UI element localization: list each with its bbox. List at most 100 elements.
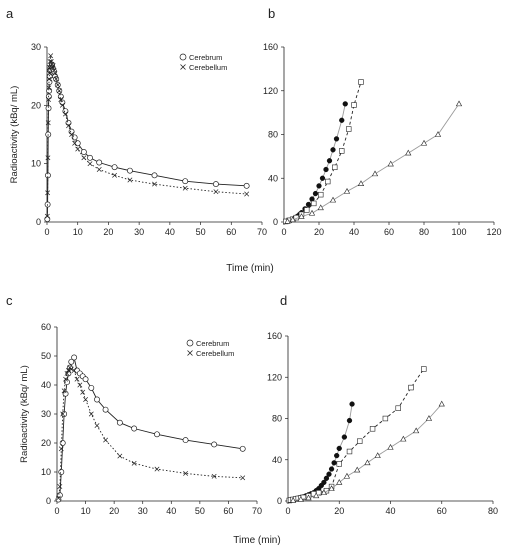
- data-point-circle: [243, 182, 250, 189]
- data-point-filled-circle: [331, 460, 337, 466]
- data-point-x: [213, 189, 219, 195]
- data-point-filled-circle: [316, 183, 322, 189]
- panel-b: 0 20 40 60 80 100 120 0 40 80 120 160: [263, 42, 502, 237]
- data-point-filled-circle: [333, 136, 340, 142]
- data-point-triangle: [305, 494, 312, 501]
- data-point-circle: [61, 411, 68, 417]
- series-0: [286, 401, 355, 504]
- data-point-x: [64, 370, 70, 376]
- data-point-triangle: [357, 180, 365, 187]
- y-tick-label: 80: [268, 130, 278, 140]
- data-point-circle: [111, 164, 118, 171]
- data-point-triangle: [284, 218, 291, 224]
- x-tick-label: 30: [134, 227, 144, 237]
- y-tick-label: 20: [31, 100, 41, 110]
- data-point-x: [60, 411, 66, 417]
- data-point-x: [61, 388, 67, 394]
- legend-label: Cerebrum: [189, 53, 222, 62]
- data-point-x: [62, 111, 68, 117]
- data-point-x: [48, 53, 54, 59]
- data-point-filled-circle: [305, 201, 312, 208]
- shared-x-axis-label-bottom: Time (min): [233, 535, 280, 546]
- data-point-x: [131, 460, 137, 466]
- data-point-x: [74, 376, 80, 382]
- data-point-x: [244, 191, 250, 197]
- data-point-circle: [182, 178, 189, 185]
- data-point-filled-circle: [339, 117, 345, 123]
- panel-a: 0 10 20 30 40 50 60 70 0 10 20 30 Radioactivity (kBq…: [9, 42, 267, 237]
- data-point-x: [46, 97, 51, 102]
- x-tick-label: 20: [103, 227, 113, 237]
- data-point-circle: [96, 159, 103, 166]
- x-tick-label: 100: [451, 227, 466, 237]
- y-tick-label: 40: [272, 455, 282, 465]
- data-point-x: [59, 102, 65, 108]
- data-point-x: [53, 76, 59, 82]
- data-point-x: [47, 59, 53, 65]
- data-point-x: [69, 132, 75, 137]
- data-point-triangle: [308, 209, 316, 216]
- data-point-circle: [239, 445, 246, 452]
- data-point-x: [71, 368, 77, 373]
- panel-label-b: b: [268, 6, 275, 21]
- data-point-x: [58, 97, 64, 102]
- data-point-x: [81, 155, 87, 161]
- x-tick-label: 50: [195, 506, 205, 516]
- data-point-triangle: [434, 131, 442, 137]
- data-point-square: [395, 405, 401, 411]
- legend-label: Cerebellum: [189, 63, 227, 72]
- data-point-x: [72, 140, 78, 146]
- series-2: [290, 400, 445, 503]
- series-line: [285, 81, 362, 222]
- series-cerebellum: [55, 365, 246, 501]
- data-point-x: [103, 437, 109, 443]
- y-tick-label: 30: [31, 42, 41, 52]
- data-point-square: [408, 384, 414, 391]
- y-tick-label: 120: [263, 86, 278, 96]
- y-tick-label: 40: [268, 173, 278, 183]
- y-tick-label: 80: [272, 414, 282, 424]
- data-point-x: [68, 366, 74, 372]
- data-point-circle: [102, 406, 109, 413]
- data-point-x: [56, 88, 62, 94]
- data-point-filled-circle: [323, 166, 329, 173]
- x-tick-label: 0: [285, 506, 290, 516]
- data-point-x: [44, 213, 50, 219]
- panel-c: 0 10 20 30 40 50 60 70 0 10 20 30 40 50 60 Radioactivit…: [19, 322, 262, 516]
- x-tick-label: 60: [384, 227, 394, 237]
- data-point-filled-circle: [328, 466, 335, 472]
- x-tick-label: 50: [196, 227, 206, 237]
- data-point-triangle: [387, 160, 394, 167]
- data-point-filled-circle: [349, 401, 355, 407]
- data-point-square: [325, 178, 331, 185]
- data-point-filled-circle: [326, 158, 333, 164]
- series-line: [46, 55, 247, 217]
- data-point-circle: [82, 376, 89, 383]
- data-point-circle: [68, 128, 75, 135]
- data-point-circle: [131, 425, 138, 432]
- data-point-filled-circle: [334, 452, 340, 459]
- y-axis-label: Radioactivity (kBq/ mL): [9, 86, 20, 184]
- data-point-x: [55, 495, 61, 501]
- data-point-circle: [154, 431, 160, 438]
- y-tick-label: 0: [277, 496, 282, 506]
- y-tick-label: 50: [41, 351, 51, 361]
- y-tick-label: 160: [267, 331, 282, 341]
- y-tick-label: 10: [31, 159, 41, 169]
- x-tick-label: 0: [281, 227, 286, 237]
- data-point-triangle: [298, 213, 305, 219]
- data-point-circle: [68, 358, 75, 365]
- data-point-x: [50, 64, 55, 70]
- x-tick-label: 60: [437, 506, 447, 516]
- data-point-circle: [62, 108, 69, 115]
- data-point-triangle: [374, 452, 381, 458]
- data-point-triangle: [289, 216, 296, 223]
- x-tick-label: 10: [81, 506, 91, 516]
- data-point-x: [50, 63, 56, 69]
- data-point-square: [336, 461, 342, 467]
- data-point-x: [96, 167, 102, 172]
- y-axis-label: Radioactivity (kBq/ mL): [19, 365, 30, 463]
- data-point-filled-circle: [342, 101, 348, 107]
- data-point-x: [83, 397, 89, 402]
